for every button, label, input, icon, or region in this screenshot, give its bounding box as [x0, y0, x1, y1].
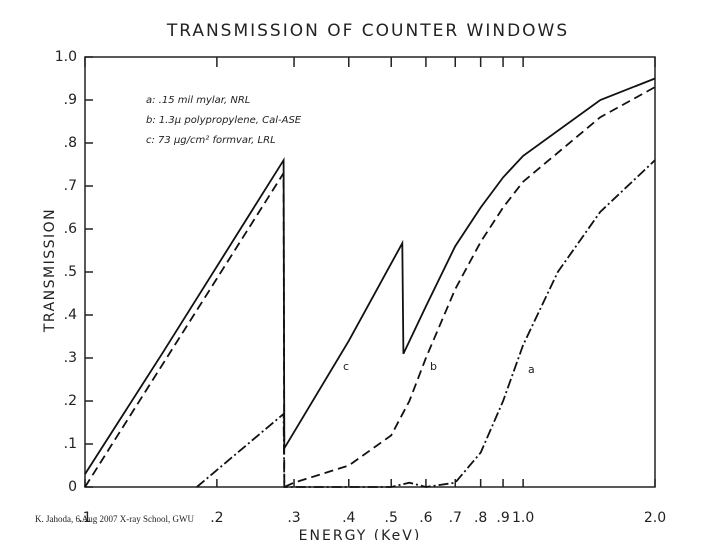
- x-tick-label: .4: [342, 510, 355, 526]
- legend-text: b: 1.3μ polypropylene, Cal-ASE: [146, 115, 302, 126]
- x-tick-label: 2.0: [644, 510, 666, 526]
- curve-label: c: [343, 360, 349, 373]
- y-tick-label: .6: [64, 221, 77, 237]
- x-tick-label: .5: [385, 510, 398, 526]
- x-axis-label: ENERGY (KeV): [299, 528, 422, 540]
- x-tick-label: .8: [474, 510, 487, 526]
- x-tick-label: .3: [287, 510, 300, 526]
- y-axis-label: TRANSMISSION: [42, 208, 58, 333]
- x-tick-label: .2: [210, 510, 223, 526]
- x-tick-label: .9: [496, 510, 509, 526]
- y-tick-label: .1: [64, 436, 77, 452]
- footer: K. Jahoda, 6 Aug 2007 X-ray School, GWU: [35, 514, 194, 524]
- y-tick-label: .3: [64, 350, 77, 366]
- y-tick-label: 0: [68, 479, 77, 495]
- y-tick-label: 1.0: [55, 49, 77, 65]
- y-tick-label: .4: [64, 307, 77, 323]
- series-line: [84, 86, 656, 489]
- x-tick-label: .1: [78, 510, 91, 526]
- y-tick-label: .7: [64, 178, 77, 194]
- curve-label: a: [528, 363, 535, 376]
- y-tick-label: .9: [64, 92, 77, 108]
- legend-text: c: 73 μg/cm² formvar, LRL: [146, 135, 276, 146]
- curve-label: b: [430, 360, 437, 373]
- chart-title: TRANSMISSION OF COUNTER WINDOWS: [166, 21, 569, 41]
- legend-text: a: .15 mil mylar, NRL: [146, 95, 250, 106]
- y-tick-label: .2: [64, 393, 77, 409]
- x-tick-label: 1.0: [512, 510, 534, 526]
- x-tick-label: .7: [449, 510, 462, 526]
- y-tick-label: .8: [64, 135, 77, 151]
- y-tick-label: .5: [64, 264, 77, 280]
- x-tick-label: .6: [419, 510, 432, 526]
- series-line: [196, 159, 656, 488]
- series-line: [84, 77, 656, 475]
